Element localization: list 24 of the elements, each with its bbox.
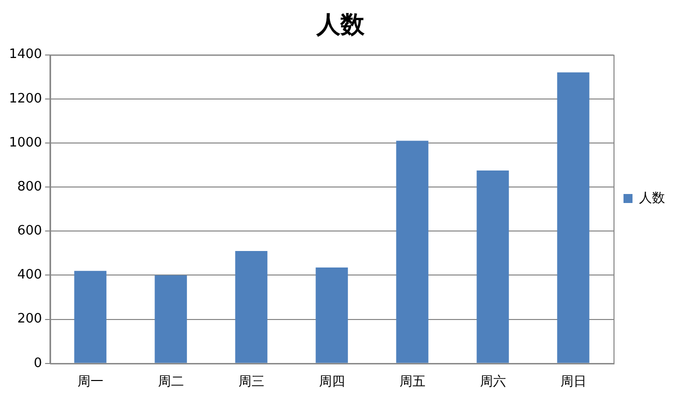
y-tick-label: 1000 — [8, 135, 42, 150]
bar — [154, 275, 187, 363]
x-tick-label: 周日 — [560, 374, 586, 390]
y-tick-label: 0 — [34, 356, 42, 371]
x-tick-label: 周一 — [77, 374, 104, 390]
x-tick-label: 周五 — [399, 374, 426, 390]
y-tick-label: 600 — [17, 224, 42, 239]
chart-title: 人数 — [316, 10, 366, 39]
bar — [235, 250, 268, 363]
legend-label: 人数 — [639, 190, 665, 206]
bar — [476, 170, 509, 363]
y-tick-label: 1400 — [8, 47, 42, 62]
y-tick-label: 1200 — [8, 91, 42, 106]
bar — [316, 268, 348, 363]
bar — [396, 140, 428, 363]
x-tick-label: 周四 — [318, 374, 345, 390]
y-tick-label: 800 — [17, 179, 42, 194]
bar — [74, 270, 106, 363]
y-tick-label: 200 — [17, 312, 42, 327]
bar — [557, 72, 590, 363]
y-tick-label: 400 — [17, 268, 42, 283]
x-tick-label: 周六 — [480, 374, 506, 390]
x-tick-label: 周三 — [238, 374, 264, 390]
x-tick-label: 周二 — [158, 374, 184, 390]
